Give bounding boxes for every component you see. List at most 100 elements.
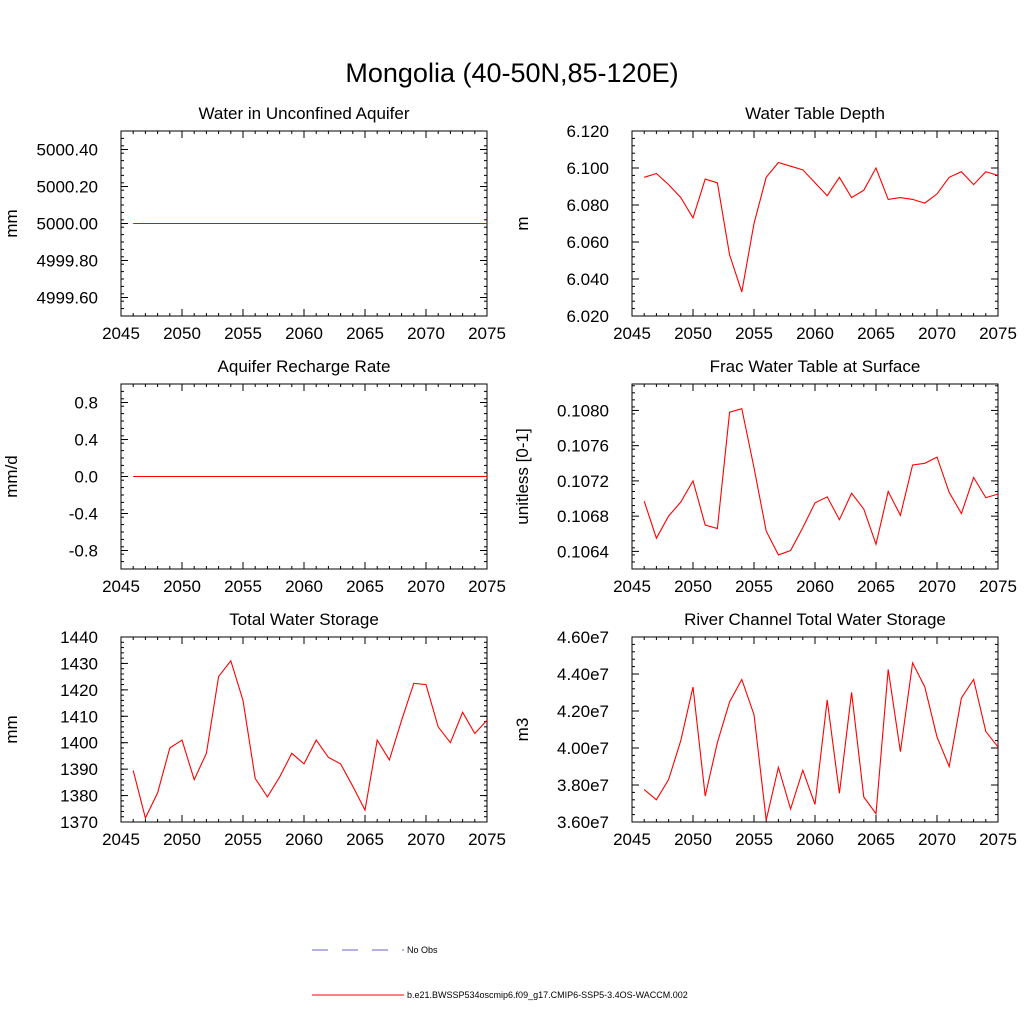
x-tick-label: 2060 — [285, 324, 323, 343]
chart-title: River Channel Total Water Storage — [684, 610, 946, 629]
plot-frame — [120, 636, 488, 823]
legend: No Obs b.e21.BWSSP534oscmip6.f09_g17.CMI… — [312, 945, 688, 1000]
x-tick-label: 2045 — [102, 577, 140, 596]
x-tick-label: 2045 — [102, 830, 140, 849]
y-tick-label: 6.020 — [566, 307, 609, 326]
x-tick-label: 2055 — [224, 830, 262, 849]
x-tick-label: 2070 — [918, 830, 956, 849]
plot-frame — [631, 383, 999, 570]
x-tick-label: 2070 — [407, 324, 445, 343]
plot-frame — [631, 636, 999, 823]
x-tick-label: 2075 — [468, 577, 506, 596]
chart-panel-6: River Channel Total Water Storage m3 2045 2… — [513, 610, 1017, 849]
chart-panel-2: Water Table Depth m 2045 2050 2055 2060 2065 20… — [513, 104, 1017, 343]
y-tick-label: 1410 — [60, 707, 98, 726]
y-tick-label: 0.1080 — [557, 401, 609, 420]
x-tick-label: 2065 — [346, 577, 384, 596]
chart-title: Frac Water Table at Surface — [710, 357, 921, 376]
chart-title: Water Table Depth — [745, 104, 885, 123]
chart-panel-1: Water in Unconfined Aquifer mm 2045 2050 205… — [2, 104, 506, 343]
x-tick-label: 2060 — [796, 830, 834, 849]
y-axis-label: m3 — [513, 718, 532, 742]
x-tick-label: 2070 — [918, 324, 956, 343]
y-axis-label: mm — [2, 209, 21, 237]
x-tick-label: 2045 — [613, 324, 651, 343]
x-tick-label: 2060 — [796, 577, 834, 596]
y-tick-label: -0.8 — [69, 542, 98, 561]
x-tick-label: 2065 — [857, 324, 895, 343]
chart-panel-5: Total Water Storage mm 2045 2050 2055 2060 206… — [2, 610, 506, 849]
x-tick-label: 2050 — [674, 577, 712, 596]
y-tick-label: 0.1068 — [557, 507, 609, 526]
x-tick-label: 2050 — [674, 830, 712, 849]
page-title: Mongolia (40-50N,85-120E) — [345, 58, 678, 88]
y-tick-label: 6.040 — [566, 270, 609, 289]
series-line — [132, 659, 488, 820]
x-tick-label: 2075 — [979, 577, 1017, 596]
x-tick-label: 2075 — [468, 830, 506, 849]
y-tick-label: 4999.80 — [37, 252, 98, 271]
x-tick-label: 2055 — [735, 830, 773, 849]
series-line — [644, 161, 999, 293]
y-axis-label: m — [513, 216, 532, 230]
x-tick-label: 2070 — [407, 830, 445, 849]
chart-title: Aquifer Recharge Rate — [218, 357, 391, 376]
x-tick-label: 2055 — [735, 577, 773, 596]
legend-obs-label: No Obs — [407, 945, 438, 955]
y-tick-label: 1390 — [60, 760, 98, 779]
y-tick-label: 0.1072 — [557, 472, 609, 491]
y-tick-label: 6.100 — [566, 159, 609, 178]
y-tick-label: 4.00e7 — [557, 739, 609, 758]
x-tick-label: 2065 — [346, 830, 384, 849]
y-tick-label: 3.80e7 — [557, 776, 609, 795]
x-tick-label: 2060 — [285, 830, 323, 849]
y-tick-label: -0.4 — [69, 505, 98, 524]
x-tick-label: 2055 — [224, 324, 262, 343]
x-tick-label: 2050 — [163, 830, 201, 849]
x-tick-label: 2045 — [613, 577, 651, 596]
y-tick-label: 1380 — [60, 787, 98, 806]
y-tick-label: 3.60e7 — [557, 813, 609, 832]
y-axis-label: unitless [0-1] — [513, 428, 532, 524]
x-tick-label: 2050 — [163, 577, 201, 596]
chart-title: Water in Unconfined Aquifer — [198, 104, 409, 123]
x-tick-label: 2055 — [224, 577, 262, 596]
y-tick-label: 0.1064 — [557, 542, 609, 561]
y-axis-label: mm/d — [2, 455, 21, 498]
chart-panels: Water in Unconfined Aquifer mm 2045 2050 205… — [2, 104, 1017, 849]
x-tick-label: 2050 — [674, 324, 712, 343]
y-tick-label: 4.20e7 — [557, 702, 609, 721]
x-tick-label: 2075 — [979, 830, 1017, 849]
y-tick-label: 4.60e7 — [557, 628, 609, 647]
y-tick-label: 6.080 — [566, 196, 609, 215]
y-axis-label: mm — [2, 715, 21, 743]
y-tick-label: 1370 — [60, 813, 98, 832]
y-tick-label: 6.120 — [566, 122, 609, 141]
y-tick-label: 5000.40 — [37, 141, 98, 160]
x-tick-label: 2060 — [796, 324, 834, 343]
x-tick-label: 2045 — [613, 830, 651, 849]
x-tick-label: 2045 — [102, 324, 140, 343]
y-tick-label: 4999.60 — [37, 289, 98, 308]
y-tick-label: 4.40e7 — [557, 665, 609, 684]
y-tick-label: 0.4 — [74, 431, 98, 450]
y-tick-label: 0.0 — [74, 468, 98, 487]
chart-title: Total Water Storage — [229, 610, 379, 629]
x-tick-label: 2075 — [979, 324, 1017, 343]
x-tick-label: 2065 — [346, 324, 384, 343]
chart-panel-4: Frac Water Table at Surface unitless [0-1… — [513, 357, 1017, 596]
x-tick-label: 2070 — [918, 577, 956, 596]
x-tick-label: 2055 — [735, 324, 773, 343]
x-tick-label: 2065 — [857, 830, 895, 849]
y-tick-label: 6.060 — [566, 233, 609, 252]
series-line — [643, 661, 999, 821]
chart-panel-3: Aquifer Recharge Rate mm/d 2045 2050 2055 206… — [2, 357, 506, 596]
legend-model-label: b.e21.BWSSP534oscmip6.f09_g17.CMIP6-SSP5… — [407, 990, 688, 1000]
plot-frame — [631, 130, 999, 317]
series-line — [643, 408, 999, 556]
y-tick-label: 5000.00 — [37, 215, 98, 234]
y-tick-label: 1400 — [60, 734, 98, 753]
y-tick-label: 1420 — [60, 681, 98, 700]
x-tick-label: 2065 — [857, 577, 895, 596]
